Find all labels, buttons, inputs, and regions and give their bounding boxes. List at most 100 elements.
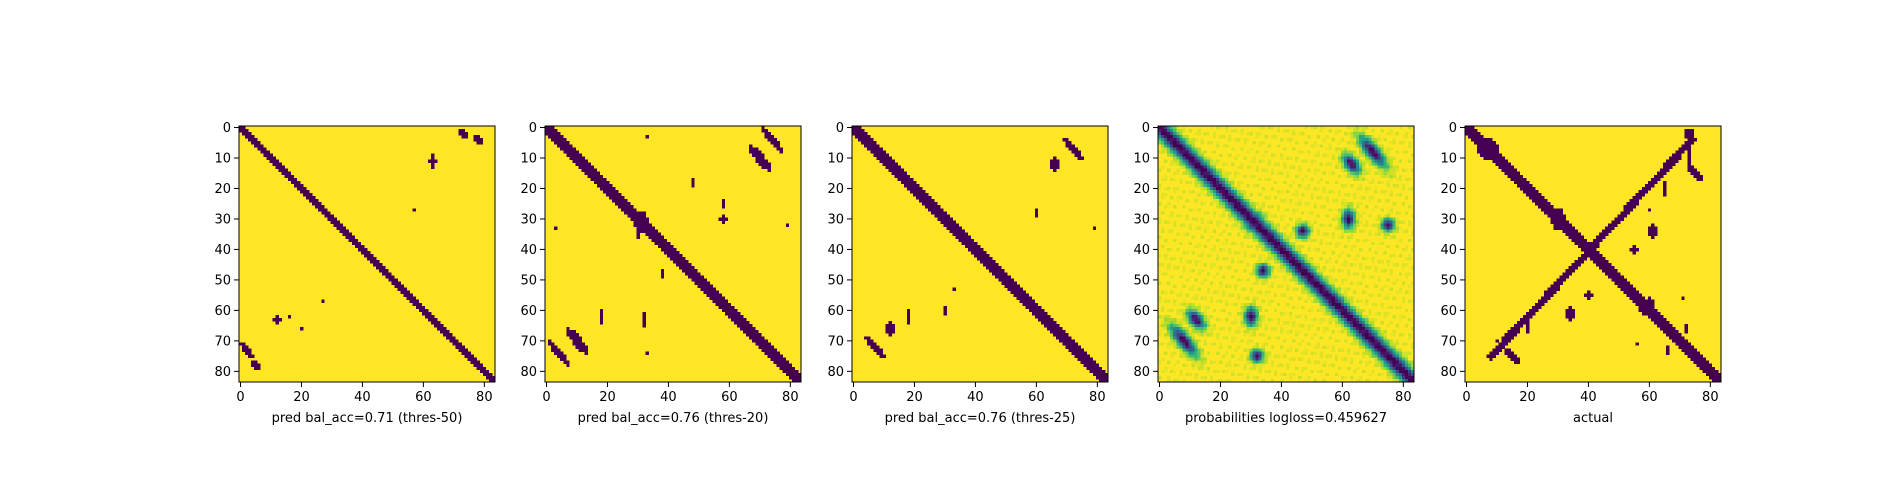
heatmap-cell [1282, 247, 1287, 252]
heatmap-cell [1170, 126, 1174, 130]
heatmap-cell [1173, 257, 1177, 261]
heatmap-cell [1377, 275, 1381, 279]
heatmap-cell [1371, 324, 1375, 328]
heatmap-cell [1365, 220, 1369, 224]
heatmap-cell [1404, 150, 1409, 154]
heatmap-cell [1298, 275, 1302, 279]
heatmap-cell [1170, 308, 1174, 313]
heatmap-cell [467, 351, 471, 355]
heatmap-cell [1240, 202, 1244, 206]
heatmap-cell [1206, 324, 1211, 328]
heatmap-cell [1596, 257, 1600, 261]
heatmap-cell [602, 180, 607, 185]
heatmap-cell [1289, 247, 1293, 252]
heatmap-cell [1225, 351, 1229, 355]
heatmap-cell [1407, 126, 1412, 130]
heatmap-cell [718, 299, 723, 304]
heatmap-cell [639, 226, 643, 230]
heatmap-cell [1053, 321, 1057, 325]
heatmap-cell [1228, 138, 1232, 142]
heatmap-cell [1377, 336, 1381, 340]
heatmap-cell [1240, 357, 1244, 361]
heatmap-cell [1237, 190, 1241, 194]
heatmap-cell [1377, 260, 1381, 264]
heatmap-cell [1188, 241, 1192, 246]
heatmap-cell [709, 287, 713, 291]
heatmap-cell [749, 330, 753, 334]
heatmap-cell [776, 363, 780, 368]
heatmap-cell [1286, 302, 1290, 307]
heatmap-cell [1465, 126, 1469, 130]
heatmap-cell [1080, 348, 1084, 352]
heatmap-cell [1626, 202, 1630, 206]
heatmap-cell [1295, 159, 1299, 163]
heatmap-cell [876, 147, 880, 151]
heatmap-cell [1356, 217, 1360, 221]
heatmap-cell [1532, 199, 1536, 203]
heatmap-cell [1398, 333, 1403, 337]
heatmap-cell [348, 232, 353, 237]
heatmap-cell [1353, 193, 1357, 197]
heatmap-cell [1374, 150, 1378, 154]
heatmap-cell [1228, 183, 1232, 188]
heatmap-cell [1383, 363, 1387, 368]
heatmap-cell [1234, 171, 1238, 176]
heatmap-cell [1331, 190, 1336, 194]
heatmap-cell [1316, 214, 1320, 218]
heatmap-cell [770, 357, 774, 361]
heatmap-cell [1362, 144, 1366, 148]
heatmap-cell [1346, 235, 1351, 240]
heatmap-cell [1359, 202, 1363, 206]
heatmap-cell [1270, 232, 1275, 237]
heatmap-cell [1209, 342, 1214, 346]
heatmap-cell [1340, 348, 1345, 352]
heatmap-cell [1684, 147, 1688, 151]
heatmap-cell [467, 354, 471, 358]
heatmap-cell [1270, 186, 1275, 191]
heatmap-cell [1374, 232, 1378, 237]
heatmap-cell [764, 351, 768, 355]
heatmap-cell [581, 165, 585, 169]
heatmap-cell [1264, 235, 1269, 240]
heatmap-cell [1353, 333, 1357, 337]
heatmap-cell [1331, 287, 1336, 291]
heatmap-cell [1255, 165, 1259, 169]
heatmap-cell [1179, 153, 1183, 157]
heatmap-cell [642, 214, 646, 218]
heatmap-cell [1365, 339, 1369, 343]
heatmap-cell [1295, 275, 1299, 279]
heatmap-cell [1255, 229, 1259, 233]
heatmap-cell [1307, 135, 1311, 139]
heatmap-cell [888, 333, 892, 337]
heatmap-cell [1279, 153, 1284, 157]
heatmap-cell [1267, 159, 1272, 163]
heatmap-cell [1182, 135, 1186, 139]
heatmap-cell [666, 247, 671, 252]
heatmap-cell [1077, 345, 1081, 349]
heatmap-cell [1218, 174, 1223, 179]
heatmap-cell [1401, 281, 1406, 285]
heatmap-cell [1158, 138, 1162, 142]
heatmap-cell [1276, 257, 1281, 261]
heatmap-cell [1176, 327, 1180, 331]
heatmap-cell [1307, 220, 1311, 224]
heatmap-cell [1267, 177, 1272, 182]
heatmap-cell [1289, 375, 1293, 380]
heatmap-cell [1313, 269, 1317, 273]
heatmap-cell [1380, 269, 1384, 273]
heatmap-cell [1200, 217, 1205, 221]
heatmap-cell [657, 232, 662, 237]
heatmap-cell [1298, 324, 1302, 328]
heatmap-cell [1182, 308, 1186, 313]
heatmap-cell [1392, 378, 1397, 383]
heatmap-cell [339, 226, 343, 230]
heatmap-cell [1249, 330, 1253, 334]
heatmap-cell [370, 257, 374, 261]
heatmap-cell [1246, 205, 1250, 209]
heatmap-cell [1350, 214, 1354, 218]
heatmap-cell [409, 296, 414, 301]
heatmap-cell [697, 284, 701, 288]
heatmap-cell [1362, 138, 1366, 142]
heatmap-cell [1350, 302, 1354, 307]
heatmap-cell [1246, 226, 1250, 230]
